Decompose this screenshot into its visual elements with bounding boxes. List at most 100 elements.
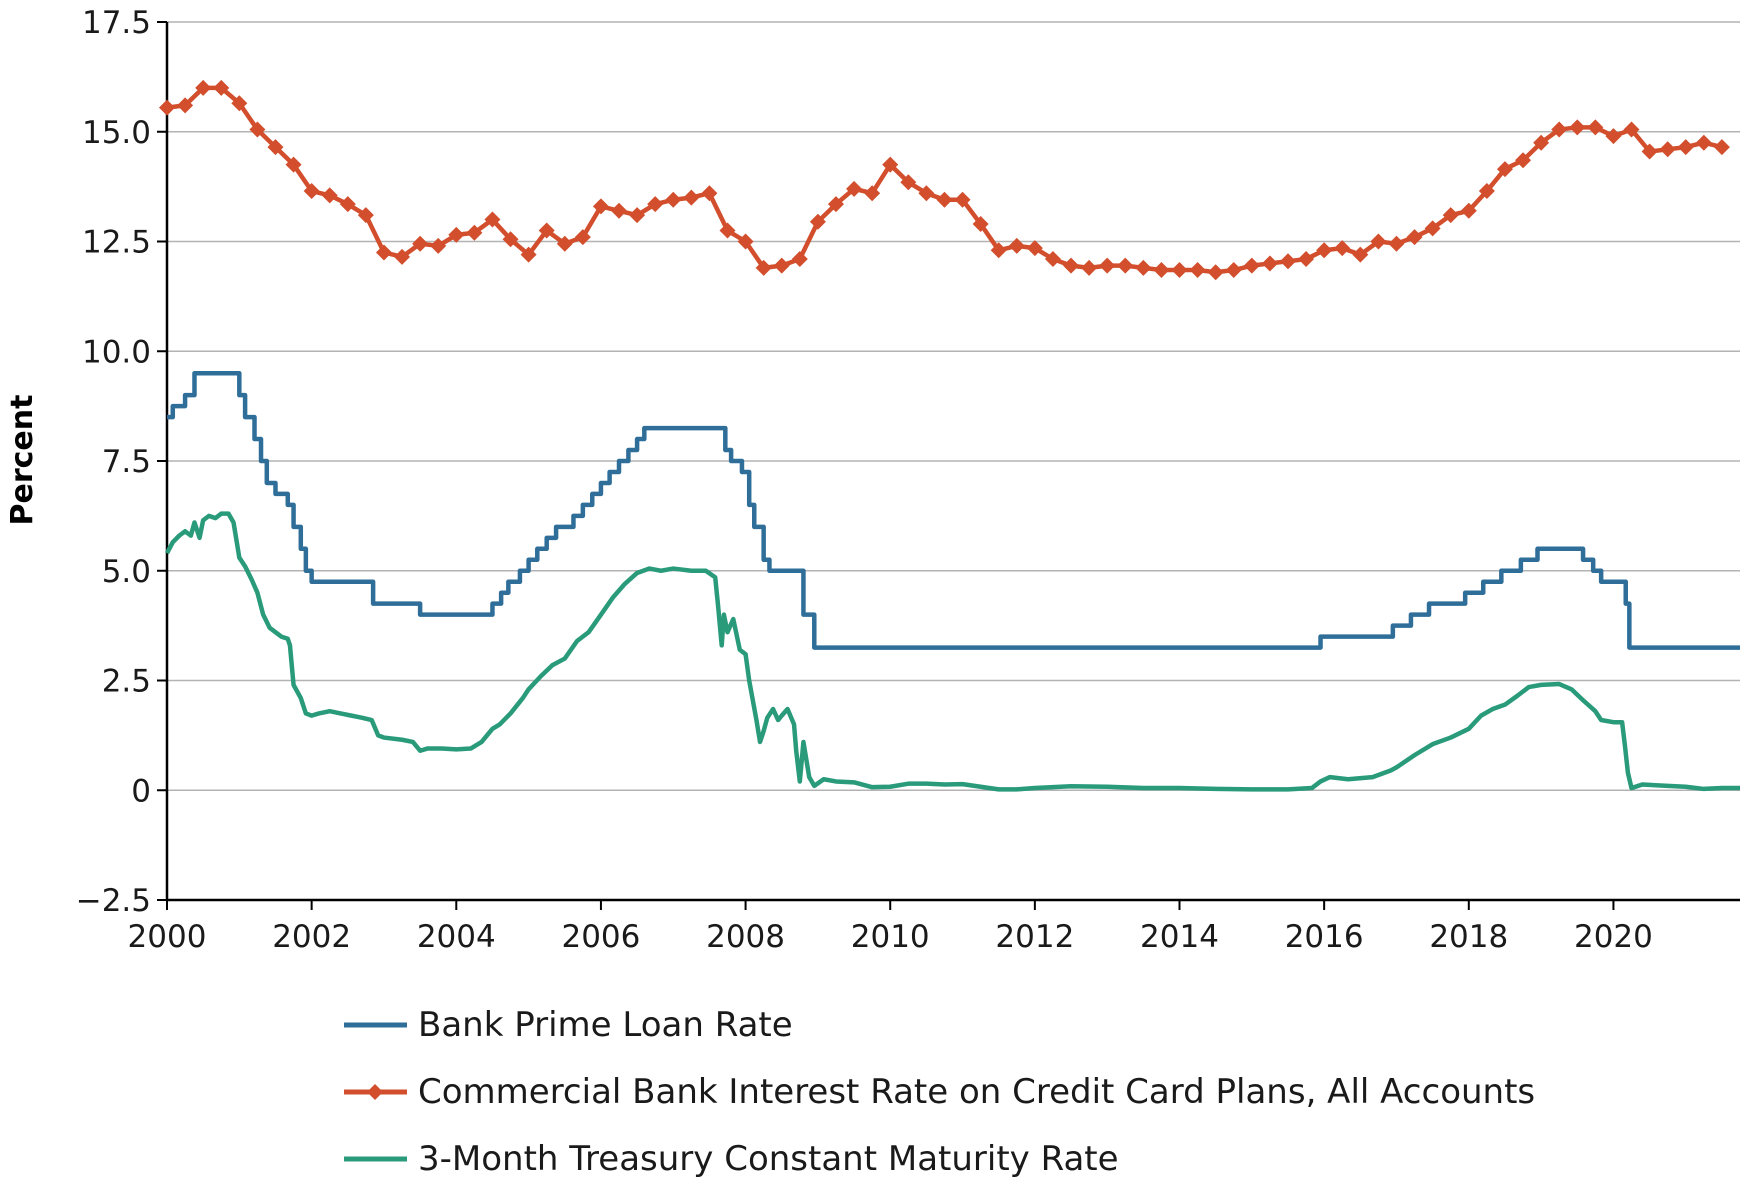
- data-point: [357, 207, 374, 224]
- x-tick-label: 2016: [1285, 919, 1364, 955]
- data-point: [683, 189, 700, 206]
- y-tick-label: 10.0: [82, 334, 151, 370]
- data-point: [1460, 202, 1477, 219]
- data-point: [864, 185, 881, 202]
- data-point: [375, 244, 392, 261]
- legend-marker: [367, 1084, 383, 1100]
- legend-item: Commercial Bank Interest Rate on Credit …: [344, 1072, 1535, 1112]
- data-point: [556, 235, 573, 252]
- data-point: [1515, 152, 1532, 169]
- data-point: [1605, 128, 1622, 145]
- legend-label: Commercial Bank Interest Rate on Credit …: [418, 1072, 1535, 1112]
- y-tick-label: 5.0: [102, 554, 151, 590]
- data-point: [1496, 161, 1513, 178]
- data-point: [882, 156, 899, 173]
- y-tick-label: 17.5: [82, 5, 151, 41]
- data-point: [1207, 264, 1224, 281]
- data-point: [1279, 253, 1296, 270]
- series-1: [159, 79, 1730, 281]
- data-point: [737, 233, 754, 250]
- x-tick-label: 2006: [561, 919, 640, 955]
- data-point: [827, 196, 844, 213]
- data-point: [1388, 235, 1405, 252]
- data-point: [1677, 139, 1694, 156]
- legend-item: 3-Month Treasury Constant Maturity Rate: [344, 1139, 1119, 1179]
- x-tick-label: 2004: [417, 919, 496, 955]
- data-point: [195, 79, 212, 96]
- data-point: [611, 202, 628, 219]
- data-point: [936, 191, 953, 208]
- data-point: [1334, 240, 1351, 257]
- data-point: [1659, 141, 1676, 158]
- data-point: [846, 180, 863, 197]
- data-point: [1026, 240, 1043, 257]
- x-tick-label: 2000: [128, 919, 207, 955]
- series-line: [167, 370, 1740, 650]
- data-point: [701, 185, 718, 202]
- x-tick-label: 2014: [1140, 919, 1219, 955]
- data-point: [1099, 257, 1116, 274]
- data-point: [1316, 242, 1333, 259]
- data-point: [1478, 183, 1495, 200]
- data-point: [303, 183, 320, 200]
- data-point: [954, 191, 971, 208]
- data-point: [412, 235, 429, 252]
- data-point: [972, 215, 989, 232]
- data-point: [755, 259, 772, 276]
- data-point: [900, 174, 917, 191]
- data-point: [538, 222, 555, 239]
- y-tick-label: −2.5: [76, 883, 151, 919]
- data-point: [1243, 257, 1260, 274]
- data-point: [1135, 259, 1152, 276]
- data-point: [1081, 259, 1098, 276]
- data-point: [1189, 262, 1206, 279]
- data-point: [502, 231, 519, 248]
- data-point: [267, 139, 284, 156]
- data-point: [1352, 246, 1369, 263]
- data-point: [1153, 262, 1170, 279]
- data-point: [448, 226, 465, 243]
- data-point: [1551, 121, 1568, 138]
- data-point: [339, 196, 356, 213]
- data-point: [231, 95, 248, 112]
- data-point: [321, 187, 338, 204]
- data-point: [213, 79, 230, 96]
- gridlines: [167, 21, 1740, 791]
- data-point: [918, 185, 935, 202]
- data-point: [791, 251, 808, 268]
- data-point: [1695, 134, 1712, 151]
- data-point: [177, 97, 194, 114]
- data-point: [394, 248, 411, 265]
- data-point: [592, 198, 609, 215]
- data-point: [249, 121, 266, 138]
- data-point: [647, 196, 664, 213]
- data-point: [1424, 220, 1441, 237]
- data-point: [665, 191, 682, 208]
- data-point: [1713, 139, 1730, 156]
- data-point: [574, 229, 591, 246]
- x-tick-label: 2012: [995, 919, 1074, 955]
- y-tick-label: 12.5: [82, 225, 151, 261]
- x-tick-label: 2018: [1429, 919, 1508, 955]
- x-tick-label: 2008: [706, 919, 785, 955]
- data-point: [1623, 121, 1640, 138]
- data-point: [1370, 233, 1387, 250]
- y-tick-label: 7.5: [102, 444, 151, 480]
- x-tick-label: 2002: [272, 919, 351, 955]
- data-point: [1008, 237, 1025, 254]
- data-point: [430, 237, 447, 254]
- data-point: [484, 211, 501, 228]
- legend-label: Bank Prime Loan Rate: [418, 1005, 793, 1045]
- series-2: [165, 511, 1740, 792]
- data-point: [1117, 257, 1134, 274]
- series-line: [166, 85, 1723, 275]
- data-point: [1406, 229, 1423, 246]
- data-point: [1225, 262, 1242, 279]
- data-point: [159, 99, 175, 116]
- data-point: [466, 224, 483, 241]
- data-point: [1442, 207, 1459, 224]
- data-point: [1533, 134, 1550, 151]
- data-point: [1044, 251, 1061, 268]
